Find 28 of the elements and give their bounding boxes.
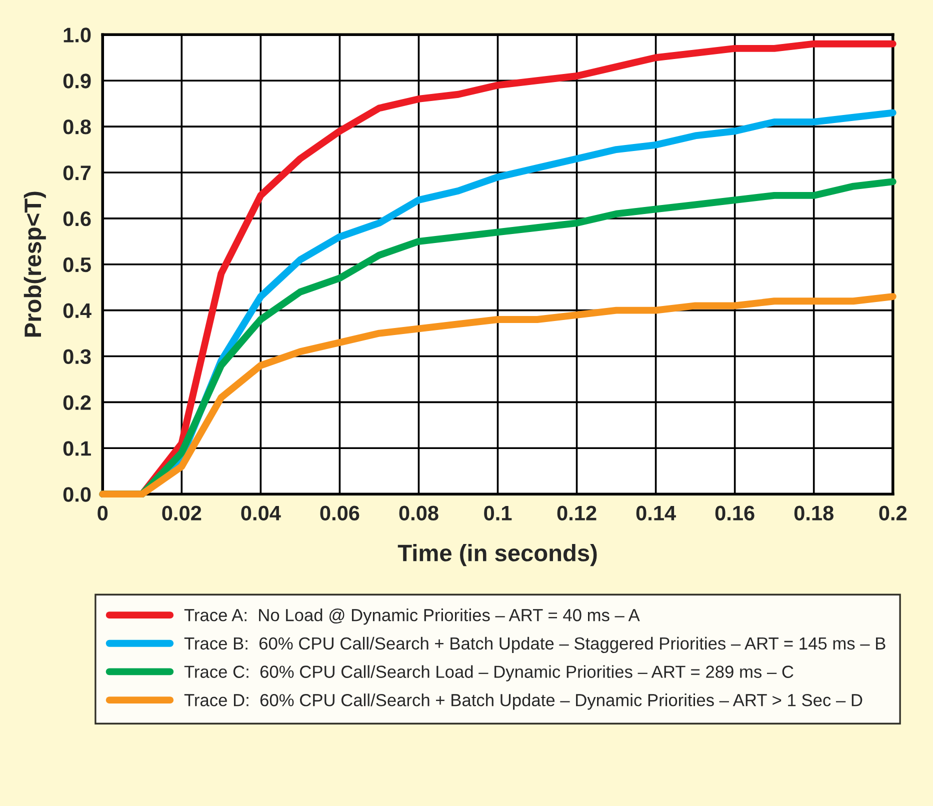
legend-label: Trace D: 60% CPU Call/Search + Batch Update – Dynamic Priorities – ART > 1 Sec – D: [184, 694, 862, 710]
x-tick-label: 0.04: [241, 506, 281, 520]
y-tick-label: 0.6: [63, 211, 91, 226]
x-tick-label: 0.1: [484, 506, 512, 520]
y-tick-label: 1.0: [64, 28, 91, 42]
y-tick-label: 0.0: [63, 487, 91, 502]
x-tick-label: 0.08: [399, 506, 438, 520]
x-tick-label: 0: [98, 506, 108, 520]
legend-label: Trace C: 60% CPU Call/Search Load – Dynamic Priorities – ART = 289 ms – C: [184, 665, 794, 682]
legend-label: Trace B: 60% CPU Call/Search + Batch Update – Staggered Priorities – ART = 145 ms – B: [184, 636, 886, 654]
y-tick-label: 0.8: [63, 120, 91, 134]
x-tick-label: 0.16: [715, 506, 754, 520]
x-tick-label: 0.18: [794, 506, 834, 520]
y-tick-label: 0.2: [63, 395, 91, 410]
legend-label: Trace A: No Load @ Dynamic Priorities – ART = 40 ms – A: [184, 608, 640, 625]
x-tick-label: 0.06: [320, 506, 360, 520]
x-tick-label: 0.02: [162, 506, 202, 520]
y-tick-label: 0.9: [63, 74, 91, 88]
x-tick-label: 0.12: [557, 506, 596, 520]
x-tick-label: 0.14: [636, 506, 676, 520]
y-tick-label: 0.1: [63, 441, 91, 456]
y-tick-label: 0.3: [63, 349, 91, 364]
y-tick-label: 0.7: [63, 165, 91, 180]
x-tick-label: 0.2: [879, 506, 907, 520]
x-axis-title: Time (in seconds): [398, 544, 597, 566]
y-tick-label: 0.4: [63, 303, 92, 318]
y-axis-title: Prob(resp<T): [24, 192, 46, 337]
y-tick-label: 0.5: [63, 257, 91, 272]
